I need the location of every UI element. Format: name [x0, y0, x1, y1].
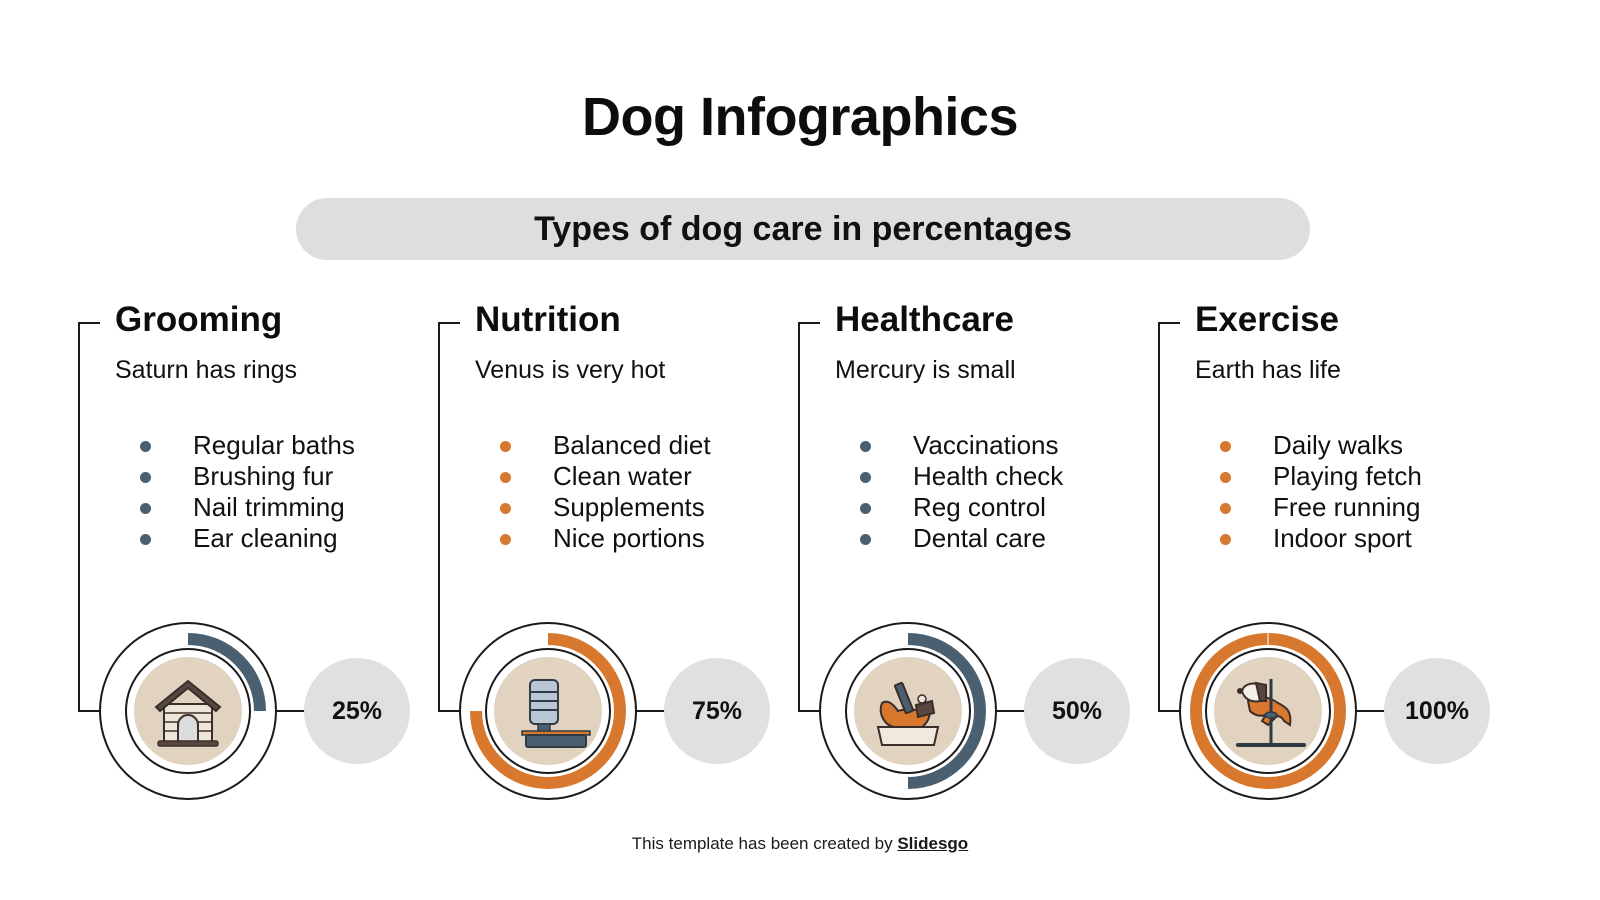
bullet-dot-icon	[140, 472, 151, 483]
bracket-line	[798, 322, 800, 712]
bracket-top-tick	[438, 322, 460, 324]
percent-value: 75%	[691, 696, 743, 725]
progress-ring	[1179, 622, 1357, 800]
list-item-text: Clean water	[553, 461, 692, 491]
pill-label: Types of dog care in percentages	[534, 209, 1072, 248]
bullet-dot-icon	[860, 534, 871, 545]
bullet-dot-icon	[500, 503, 511, 514]
progress-ring	[819, 622, 997, 800]
list-item-text: Nice portions	[553, 523, 705, 553]
progress-ring	[459, 622, 637, 800]
category-heading: Grooming	[115, 300, 283, 339]
dog-house-icon	[154, 679, 222, 747]
footer-credit: This template has been created by Slides…	[0, 834, 1600, 854]
list-item-text: Dental care	[913, 523, 1046, 553]
grooming-kit-icon	[876, 681, 940, 746]
progress-arc	[188, 633, 266, 711]
connector-line	[1354, 710, 1386, 712]
category-heading: Healthcare	[835, 300, 1014, 339]
bullet-dot-icon	[1220, 441, 1231, 452]
list-item-text: Reg control	[913, 492, 1046, 522]
page-title: Dog Infographics	[582, 87, 1019, 147]
percent-value: 100%	[1405, 696, 1469, 725]
bracket-top-tick	[78, 322, 100, 324]
dog-jumping-icon	[1236, 679, 1306, 747]
bullet-dot-icon	[860, 472, 871, 483]
percent-value: 50%	[1051, 696, 1103, 725]
list-item-text: Balanced diet	[553, 430, 711, 460]
bullet-dot-icon	[500, 472, 511, 483]
list-item-text: Playing fetch	[1273, 461, 1422, 491]
bracket-bottom-tick	[78, 710, 102, 712]
connector-line	[634, 710, 666, 712]
progress-ring	[99, 622, 277, 800]
list-item-text: Free running	[1273, 492, 1421, 522]
footer-text: This template has been created by	[631, 834, 898, 853]
list-item-text: Vaccinations	[913, 430, 1059, 460]
list-item-text: Health check	[913, 461, 1064, 491]
slidesgo-link[interactable]: Slidesgo	[897, 834, 969, 853]
bullet-dot-icon	[1220, 534, 1231, 545]
list-item-text: Daily walks	[1273, 430, 1404, 460]
bullet-dot-icon	[1220, 472, 1231, 483]
section-pill: Types of dog care in percentages	[296, 198, 1310, 260]
water-dispenser-icon	[521, 679, 591, 748]
category-subtitle: Saturn has rings	[115, 356, 298, 384]
bullet-dot-icon	[140, 503, 151, 514]
connector-line	[274, 710, 306, 712]
connector-line	[994, 710, 1026, 712]
category-subtitle: Venus is very hot	[475, 356, 666, 384]
category-subtitle: Earth has life	[1195, 356, 1341, 384]
percent-badge: 75%	[664, 658, 770, 764]
bullet-dot-icon	[140, 534, 151, 545]
percent-value: 25%	[331, 696, 383, 725]
percent-badge: 100%	[1384, 658, 1490, 764]
list-item-text: Nail trimming	[193, 492, 345, 522]
bracket-bottom-tick	[438, 710, 462, 712]
percent-badge: 50%	[1024, 658, 1130, 764]
bullet-dot-icon	[500, 441, 511, 452]
category-healthcare: Healthcare Mercury is small Vaccinations…	[798, 0, 1158, 900]
category-nutrition: Nutrition Venus is very hot Balanced die…	[438, 0, 798, 900]
bracket-line	[438, 322, 440, 712]
bracket-line	[1158, 322, 1160, 712]
list-item-text: Indoor sport	[1273, 523, 1412, 553]
category-heading: Exercise	[1195, 300, 1340, 339]
category-exercise: Exercise Earth has life Daily walks Play…	[1158, 0, 1518, 900]
bracket-bottom-tick	[1158, 710, 1182, 712]
list-item-text: Supplements	[553, 492, 705, 522]
bullet-dot-icon	[1220, 503, 1231, 514]
bracket-top-tick	[1158, 322, 1180, 324]
category-grooming: Grooming Saturn has rings Regular baths …	[78, 0, 438, 900]
bullet-dot-icon	[140, 441, 151, 452]
bullet-dot-icon	[860, 503, 871, 514]
list-item-text: Brushing fur	[193, 461, 334, 491]
progress-arc	[908, 633, 986, 789]
bracket-bottom-tick	[798, 710, 822, 712]
list-item-text: Regular baths	[193, 430, 355, 460]
bullet-dot-icon	[860, 441, 871, 452]
category-subtitle: Mercury is small	[835, 356, 1016, 384]
percent-badge: 25%	[304, 658, 410, 764]
list-item-text: Ear cleaning	[193, 523, 338, 553]
bracket-top-tick	[798, 322, 820, 324]
category-heading: Nutrition	[475, 300, 621, 339]
bullet-dot-icon	[500, 534, 511, 545]
bracket-line	[78, 322, 80, 712]
